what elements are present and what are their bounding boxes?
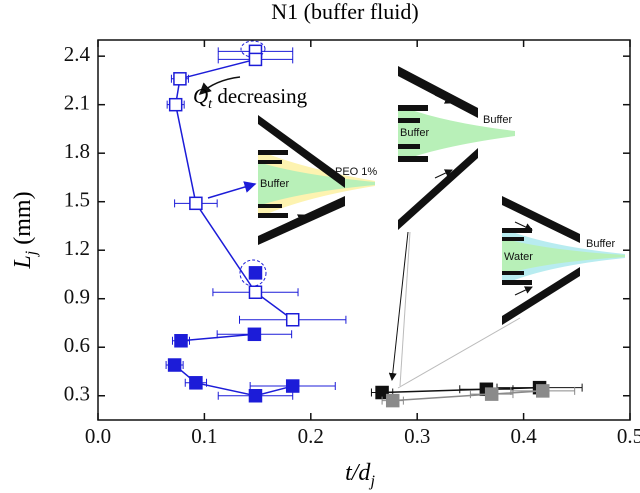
inset-label: Water	[504, 251, 533, 263]
marker	[536, 384, 550, 398]
y-tick-label: 0.3	[64, 382, 90, 406]
y-tick-label: 2.4	[64, 42, 91, 66]
inset-label: PEO 1%	[335, 166, 377, 178]
marker	[167, 358, 182, 372]
marker	[248, 285, 263, 300]
inset-label: Buffer	[483, 114, 512, 126]
pointer-arrow	[388, 231, 409, 381]
y-tick-label: 2.1	[64, 90, 90, 114]
marker	[189, 376, 203, 390]
y-tick-label: 1.5	[64, 188, 90, 212]
x-tick-label: 0.2	[298, 424, 324, 448]
marker	[248, 388, 263, 403]
marker	[247, 327, 262, 342]
y-tick-label: 1.8	[64, 139, 90, 163]
marker	[285, 379, 300, 393]
annotation: Qt decreasing	[193, 84, 308, 112]
y-tick-label: 1.2	[64, 236, 90, 260]
inset-label: Buffer	[400, 127, 429, 139]
plot-frame	[97, 39, 631, 421]
annotation-main: Q	[193, 84, 208, 108]
marker	[484, 387, 499, 401]
x-tick-label: 0.0	[85, 424, 111, 448]
inset-label: Buffer	[260, 178, 289, 190]
inset-3: Buffer Water	[502, 196, 625, 325]
pointer-line	[399, 231, 411, 387]
annotation-arrow	[198, 76, 241, 96]
marker	[173, 72, 187, 86]
pointer-line	[397, 317, 521, 389]
marker	[174, 334, 188, 348]
x-tick-label: 0.3	[404, 424, 430, 448]
annotation-rest: decreasing	[212, 84, 308, 108]
marker	[168, 97, 183, 112]
x-label-main: t/d	[345, 460, 371, 486]
y-label-main: L	[10, 255, 36, 269]
marker	[248, 52, 263, 67]
y-tick-label: 0.6	[64, 333, 90, 357]
x-tick-label: 0.5	[617, 424, 640, 448]
marker	[385, 393, 400, 408]
y-tick-label: 0.9	[64, 285, 90, 309]
series-line	[174, 333, 293, 397]
marker	[189, 196, 203, 211]
series-line	[392, 390, 543, 402]
chart-title: N1 (buffer fluid)	[271, 0, 418, 24]
inset-label: Buffer	[586, 238, 615, 250]
annotation-sub: t	[208, 97, 213, 112]
x-tick-label: 0.1	[191, 424, 217, 448]
x-axis-label: t/dj	[345, 460, 375, 490]
x-label-sub: j	[368, 473, 375, 490]
series-line	[382, 386, 540, 394]
pointer-arrow	[207, 181, 257, 199]
y-label-sub: j	[23, 250, 40, 257]
y-axis-label: Lj (mm)	[10, 191, 40, 269]
marker	[248, 266, 263, 280]
x-tick-label: 0.4	[510, 424, 537, 448]
marker	[285, 312, 300, 327]
inset-1: PEO 1% Buffer	[258, 115, 377, 245]
inset-2: Buffer Buffer	[398, 66, 515, 230]
y-label-unit: (mm)	[10, 191, 36, 250]
